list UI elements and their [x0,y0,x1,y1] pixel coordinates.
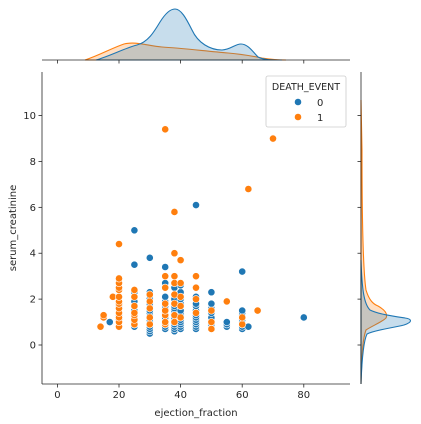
x-tick-label: 60 [236,390,249,401]
scatter-points [96,125,308,338]
y-tick-label: 2 [30,295,36,306]
data-point [207,299,216,308]
legend-title: DEATH_EVENT [272,82,340,93]
top-marginal-kde [42,8,350,64]
data-point [176,256,185,265]
data-point [207,306,216,315]
data-point [99,311,108,320]
x-tick-label: 80 [297,390,310,401]
data-point [115,292,123,301]
data-point [170,249,179,258]
data-point [161,272,170,281]
data-point [222,318,231,326]
data-point [130,308,139,317]
data-point [207,318,216,326]
data-point [130,292,139,301]
data-point [130,286,139,294]
data-point [269,134,277,143]
data-point [207,288,216,297]
data-point [170,208,179,216]
y-tick-label: 0 [30,341,36,352]
data-point [192,295,200,304]
data-point [130,260,139,269]
data-point [238,306,247,315]
data-point [192,308,200,317]
data-point [176,302,185,310]
data-point [145,304,154,313]
data-point [299,313,308,322]
data-point [161,306,170,315]
data-point [161,318,170,326]
data-point [130,302,139,310]
data-point [115,274,123,283]
data-point [96,322,105,331]
data-point [238,320,247,329]
y-axis-label: serum_creatinine [8,185,19,272]
x-tick-label: 20 [113,390,126,401]
data-point [176,292,185,301]
data-point [161,299,170,308]
x-axis-label: ejection_fraction [154,408,237,419]
data-point [170,272,179,281]
data-point [207,325,216,333]
right-kde-series-0 [360,259,412,385]
data-point [238,267,247,276]
data-point [115,240,123,248]
data-point [105,318,114,326]
legend: DEATH_EVENT 0 1 [265,75,347,128]
data-point [145,320,154,329]
data-point [192,283,200,292]
data-point [222,297,231,306]
data-point [244,185,253,193]
series-1-points [96,125,277,333]
data-point [192,272,200,281]
x-axis-ticks: 0 20 40 60 80 [54,384,310,401]
data-point [192,201,200,209]
y-tick-label: 8 [30,157,36,168]
data-point [253,306,262,315]
x-tick-label: 0 [54,390,60,401]
data-point [161,263,170,271]
data-point [145,313,154,322]
data-point [145,253,154,262]
y-tick-label: 4 [30,249,36,260]
data-point [145,290,154,299]
legend-marker-1 [294,113,302,121]
data-point [176,279,185,287]
data-point [161,283,170,292]
legend-marker-0 [294,98,302,106]
right-marginal-kde [357,72,412,385]
legend-label-1: 1 [317,113,323,124]
data-point [238,313,247,322]
data-point [145,297,154,306]
top-kde-series-0 [95,8,283,61]
legend-label-0: 0 [317,98,323,109]
top-marginal-ticks [57,60,305,64]
axes-frame [41,72,350,385]
data-point [161,292,170,301]
data-point [161,125,170,134]
data-point [170,318,179,326]
data-point [130,226,139,235]
y-tick-label: 6 [30,203,36,214]
y-tick-label: 10 [23,111,36,122]
top-kde-series-1 [84,42,287,61]
x-tick-label: 40 [174,390,187,401]
data-point [176,313,185,322]
y-axis-ticks: 0 2 4 6 8 10 [23,111,42,352]
right-marginal-ticks [357,115,361,346]
